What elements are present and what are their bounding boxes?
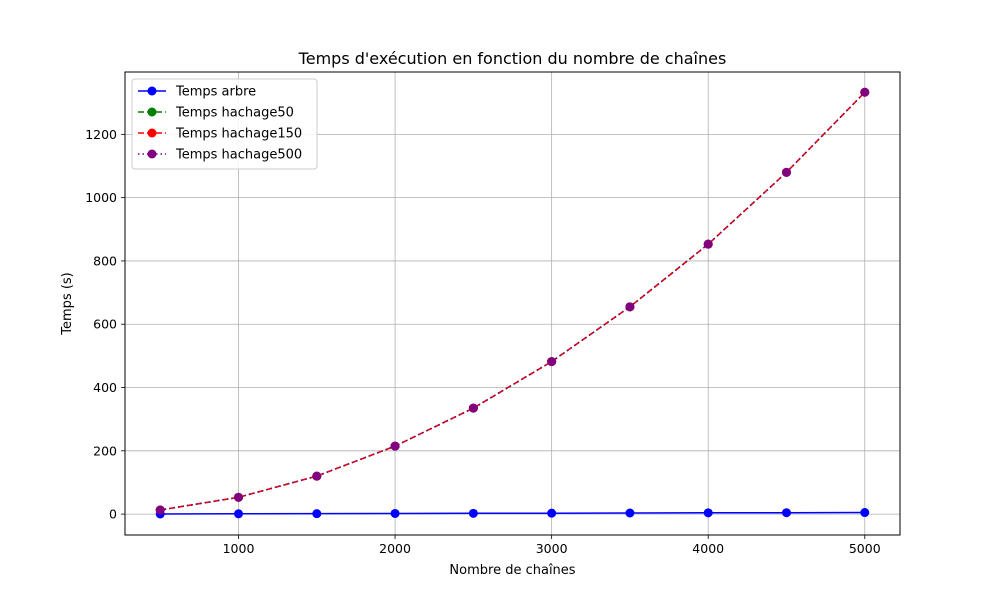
legend-label: Temps hachage50 [175,106,294,121]
legend-label: Temps hachage500 [175,148,302,163]
y-tick-label: 400 [93,380,117,395]
data-point [312,471,322,481]
legend-swatch-marker [147,86,157,96]
y-tick-label: 1000 [85,190,117,205]
data-point [860,508,870,518]
x-tick-label: 3000 [536,541,568,556]
series-0 [155,508,870,519]
data-point [155,505,165,515]
data-point [860,87,870,97]
data-point [781,167,791,177]
x-axis: 1000 2000 3000 4000 5000 [223,535,881,556]
x-axis-label: Nombre de chaînes [449,563,575,578]
legend-box [131,78,318,170]
x-tick-label: 4000 [692,541,724,556]
y-tick-label: 800 [93,253,117,268]
data-point [390,441,400,451]
y-tick-label: 600 [93,317,117,332]
data-point [781,508,791,518]
data-point [390,508,400,518]
data-point [547,357,557,367]
legend-swatch-marker [147,128,157,138]
data-point [234,492,244,502]
series-line [160,511,865,515]
y-tick-label: 1200 [85,127,117,142]
y-axis-label: Temps (s) [60,272,75,335]
legend-label: Temps arbre [175,85,256,100]
legend-label: Temps hachage150 [175,127,302,142]
series-line [160,91,866,511]
data-point [625,508,635,518]
data-point [234,509,244,519]
data-point [312,509,322,519]
data-point [468,508,478,518]
x-tick-label: 5000 [849,541,881,556]
legend-swatch-marker [147,107,157,117]
chart-title: Temps d'exécution en fonction du nombre … [298,49,727,68]
data-point [625,302,635,312]
plot-frame [124,71,901,536]
legend: Temps arbre Temps hachage50 Temps hachage1… [131,78,318,170]
data-point [547,508,557,518]
y-axis: 0 200 400 600 800 1000 1200 [85,127,125,522]
x-tick-label: 1000 [223,541,255,556]
x-tick-label: 2000 [379,541,411,556]
data-point [703,239,713,249]
legend-swatch-marker [147,149,157,159]
data-point [703,508,713,518]
series-3 [155,87,870,515]
y-tick-label: 0 [109,507,117,522]
grid [125,72,900,535]
data-point [468,403,478,413]
y-tick-label: 200 [93,443,117,458]
series-layer [155,87,870,519]
